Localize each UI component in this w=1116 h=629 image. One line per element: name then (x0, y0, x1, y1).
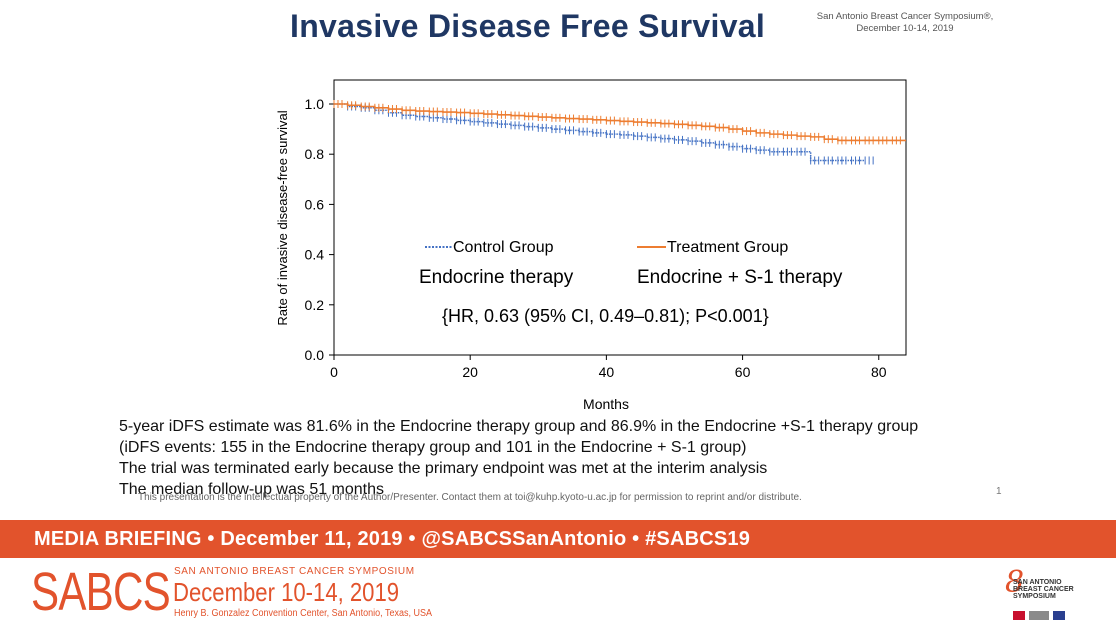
note-line-1: 5-year iDFS estimate was 81.6% in the En… (119, 418, 919, 435)
x-axis-label: Months (583, 396, 629, 412)
sponsor-logo-3-icon (1053, 611, 1065, 620)
sponsor-logo-1-icon (1013, 611, 1025, 620)
x-tick-label: 20 (462, 364, 478, 380)
y-axis: 0.0 0.2 0.4 0.6 0.8 1.0 (305, 96, 334, 363)
y-tick-label: 0.0 (305, 347, 325, 363)
conference-note-line2: December 10-14, 2019 (856, 23, 954, 34)
note-line-2: (iDFS events: 155 in the Endocrine thera… (119, 439, 747, 456)
hazard-ratio-annotation: {HR, 0.63 (95% CI, 0.49–0.81); P<0.001} (442, 306, 769, 326)
x-tick-label: 60 (735, 364, 751, 380)
series-lines (333, 100, 906, 165)
footer: SABCS SAN ANTONIO BREAST CANCER SYMPOSIU… (0, 558, 1116, 629)
plot-frame (333, 79, 907, 356)
y-tick-label: 1.0 (305, 96, 325, 112)
sponsor-logo-2-icon (1029, 611, 1049, 620)
legend-control-label: Control Group (453, 239, 554, 256)
media-briefing-banner: MEDIA BRIEFING • December 11, 2019 • @SA… (0, 520, 1116, 558)
x-tick-label: 80 (871, 364, 887, 380)
x-tick-label: 40 (599, 364, 615, 380)
summary-notes: 5-year iDFS estimate was 81.6% in the En… (119, 416, 918, 500)
conference-note-line1: San Antonio Breast Cancer Symposium®, (816, 11, 994, 22)
y-tick-label: 0.2 (305, 297, 325, 313)
legend-control-sublabel: Endocrine therapy (419, 267, 574, 288)
x-axis: 0 20 40 60 80 (330, 355, 887, 380)
banner-text: MEDIA BRIEFING • December 11, 2019 • @SA… (34, 528, 751, 550)
legend: Control Group Endocrine therapy Treatmen… (419, 239, 843, 326)
note-line-3: The trial was terminated early because t… (119, 460, 768, 477)
symposium-logo-line3: SYMPOSIUM (1013, 593, 1056, 600)
footer-subtitle: SAN ANTONIO BREAST CANCER SYMPOSIUM (174, 566, 415, 577)
symposium-logo: 8 SAN ANTONIO BREAST CANCER SYMPOSIUM (985, 565, 1085, 623)
symposium-logo-line1: SAN ANTONIO (1013, 579, 1062, 586)
y-tick-label: 0.6 (305, 196, 325, 212)
x-tick-label: 0 (330, 364, 338, 380)
legend-treatment-sublabel: Endocrine + S-1 therapy (637, 267, 843, 288)
y-tick-label: 0.4 (305, 247, 325, 263)
slide-title: Invasive Disease Free Survival (290, 8, 766, 44)
symposium-logo-line2: BREAST CANCER (1013, 586, 1074, 593)
legend-treatment-label: Treatment Group (667, 239, 788, 256)
y-axis-label: Rate of invasive disease-free survival (275, 110, 290, 325)
control-group-line (334, 103, 866, 162)
footer-venue: Henry B. Gonzalez Convention Center, San… (174, 608, 432, 619)
note-line-4: The median follow-up was 51 months (119, 481, 385, 498)
conference-note: San Antonio Breast Cancer Symposium®, De… (800, 11, 1010, 35)
sabcs-logo: SABCS (31, 562, 171, 622)
y-tick-label: 0.8 (305, 146, 325, 162)
page-mark: 1 (996, 486, 1002, 497)
ribbon-icon: 8 (1005, 565, 1025, 600)
ip-notice: This presentation is the intellectual pr… (138, 492, 802, 503)
footer-dates: December 10-14, 2019 (173, 577, 400, 607)
survival-chart: 0.0 0.2 0.4 0.6 0.8 1.0 0 20 40 60 80 Rate of inv… (275, 79, 907, 412)
